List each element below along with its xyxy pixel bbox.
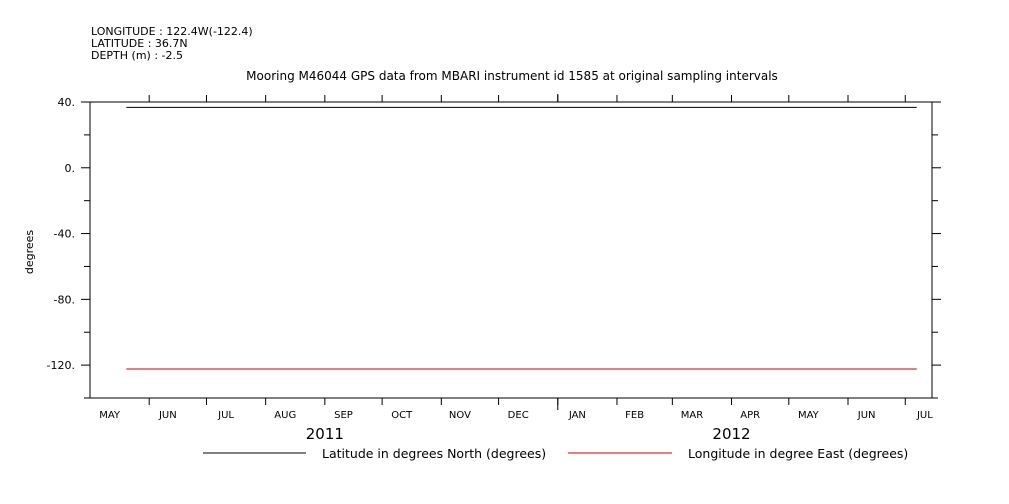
chart-title: Mooring M46044 GPS data from MBARI instr… (246, 69, 778, 83)
x-tick-label: DEC (508, 410, 529, 421)
x-tick-label: JUL (217, 410, 234, 421)
plot-area: 40. 0. -40. -80. -120. MAY JUN JUL AUG SEP OCT NOV D… (47, 94, 941, 461)
x-year-label: 2012 (712, 425, 750, 443)
header-longitude: LONGITUDE : 122.4W(-122.4) (91, 25, 253, 38)
x-tick-label: AUG (274, 410, 296, 421)
y-tick-label: 0. (65, 162, 76, 175)
y-tick-label: -80. (54, 293, 75, 306)
x-tick-label: MAY (99, 410, 121, 421)
legend-label-2: Longitude in degree East (degrees) (688, 446, 908, 461)
x-tick-label: FEB (625, 410, 644, 421)
x-tick-label: JUN (158, 410, 177, 421)
legend-label-1: Latitude in degrees North (degrees) (322, 446, 546, 461)
x-year-label: 2011 (306, 425, 344, 443)
y-tick-label: -120. (47, 359, 75, 372)
x-tick-label: SEP (334, 410, 353, 421)
x-tick-label: JUN (857, 410, 876, 421)
x-tick-label: JAN (568, 410, 586, 421)
y-tick-label: 40. (58, 96, 76, 109)
x-tick-label: APR (740, 410, 760, 421)
x-tick-label: OCT (391, 410, 413, 421)
header-latitude: LATITUDE : 36.7N (91, 37, 188, 50)
x-tick-label: MAY (798, 410, 820, 421)
x-tick-label: JUL (916, 410, 933, 421)
y-axis-label: degrees (23, 230, 36, 275)
y-tick-label: -40. (54, 228, 75, 241)
header-depth: DEPTH (m) : -2.5 (91, 49, 183, 62)
x-tick-label: MAR (681, 410, 703, 421)
plot-frame (89, 101, 933, 399)
x-tick-label: NOV (449, 410, 471, 421)
